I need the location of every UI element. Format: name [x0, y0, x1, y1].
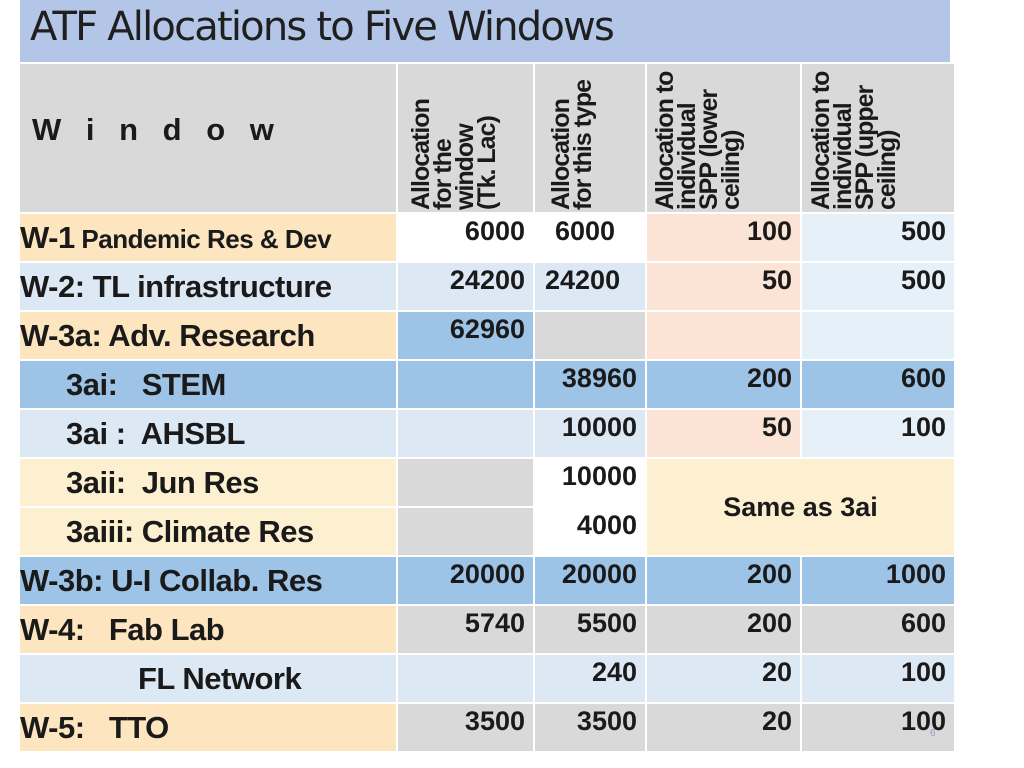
- allocation-table: W i n d o w Allocation for the window (T…: [18, 62, 956, 753]
- row-label: W-5: TTO: [18, 702, 398, 753]
- table-row: W-5: TTO 3500 3500 20 100: [18, 702, 956, 753]
- cell-lower: 100: [645, 212, 802, 263]
- cell-lower: 200: [645, 555, 802, 606]
- header-alloc-lower: Allocation to individual SPP (lower ceil…: [645, 62, 802, 214]
- cell-window: 62960: [396, 310, 535, 361]
- cell-type: [533, 310, 647, 361]
- table-row: W-4: Fab Lab 5740 5500 200 600: [18, 604, 956, 655]
- cell-window: 24200: [396, 261, 535, 312]
- row-label: W-4: Fab Lab: [18, 604, 398, 655]
- cell-upper: 1000: [800, 555, 956, 606]
- cell-window: 3500: [396, 702, 535, 753]
- page-title: ATF Allocations to Five Windows: [30, 4, 615, 50]
- cell-type: 5500: [533, 604, 647, 655]
- row-label: W-3b: U-I Collab. Res: [18, 555, 398, 606]
- header-alloc-window: Allocation for the window (Tk. Lac): [396, 62, 535, 214]
- cell-upper: 500: [800, 212, 956, 263]
- header-window: W i n d o w: [18, 62, 398, 214]
- cell-window: [396, 653, 535, 704]
- cell-type: 240: [533, 653, 647, 704]
- header-row: W i n d o w Allocation for the window (T…: [18, 62, 956, 214]
- cell-upper: [800, 310, 956, 361]
- cell-upper: 600: [800, 359, 956, 410]
- cell-window: 5740: [396, 604, 535, 655]
- table-row: 3aii: Jun Res 10000 Same as 3ai: [18, 457, 956, 557]
- cell-lower: 200: [645, 604, 802, 655]
- table-row: 3ai: STEM 38960 200 600: [18, 359, 956, 410]
- table-row: W-2: TL infrastructure 24200 24200 50 50…: [18, 261, 956, 312]
- row-label: W-1 Pandemic Res & Dev: [18, 212, 398, 263]
- cell-lower: 20: [645, 653, 802, 704]
- header-alloc-upper: Allocation to individual SPP (upper ceil…: [800, 62, 956, 214]
- row-label: W-3a: Adv. Research: [18, 310, 398, 361]
- cell-lower: [645, 310, 802, 361]
- row-label: 3ai: STEM: [18, 359, 398, 410]
- row-label: 3ai : AHSBL: [18, 408, 398, 459]
- table-row: W-3a: Adv. Research 62960: [18, 310, 956, 361]
- slide-number: 6: [930, 728, 936, 739]
- table-row: 3ai : AHSBL 10000 50 100: [18, 408, 956, 459]
- cell-window: 6000: [396, 212, 535, 263]
- cell-type: 3500: [533, 702, 647, 753]
- cell-window: [396, 457, 535, 508]
- cell-upper: 500: [800, 261, 956, 312]
- cell-upper: 100: [800, 408, 956, 459]
- cell-type: 10000: [533, 408, 647, 459]
- cell-window: [396, 408, 535, 459]
- cell-window: 20000: [396, 555, 535, 606]
- row-label: 3aii: Jun Res: [18, 457, 398, 508]
- table-row: W-1 Pandemic Res & Dev 6000 6000 100 500: [18, 212, 956, 263]
- row-label: 3aiii: Climate Res: [18, 506, 398, 557]
- cell-lower: 200: [645, 359, 802, 410]
- cell-type: 38960: [533, 359, 647, 410]
- title-bar: ATF Allocations to Five Windows: [20, 0, 950, 62]
- cell-window: [396, 359, 535, 410]
- header-alloc-type: Allocation for this type: [533, 62, 647, 214]
- cell-lower: 50: [645, 408, 802, 459]
- cell-upper: 100: [800, 702, 956, 753]
- cell-type: 6000: [533, 212, 647, 263]
- cell-upper: 600: [800, 604, 956, 655]
- cell-type: 4000: [533, 506, 647, 557]
- cell-upper: 100: [800, 653, 956, 704]
- cell-lower: 20: [645, 702, 802, 753]
- cell-type: 20000: [533, 555, 647, 606]
- table-row: W-3b: U-I Collab. Res 20000 20000 200 10…: [18, 555, 956, 606]
- row-label: FL Network: [18, 653, 398, 704]
- cell-window: [396, 506, 535, 557]
- cell-lower: 50: [645, 261, 802, 312]
- table-row: 3aiii: Climate Res 4000: [18, 506, 955, 557]
- row-label: W-2: TL infrastructure: [18, 261, 398, 312]
- cell-type: 24200: [533, 261, 647, 312]
- cell-type: 10000: [533, 457, 647, 508]
- merged-note: Same as 3ai: [645, 457, 956, 557]
- table-row: FL Network 240 20 100: [18, 653, 956, 704]
